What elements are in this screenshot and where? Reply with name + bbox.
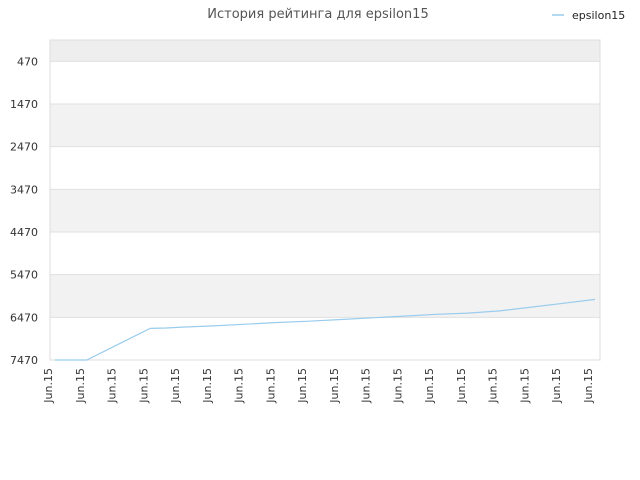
x-tick-label: Jun.15 — [582, 368, 595, 404]
x-tick-label: Jun.15 — [328, 368, 341, 404]
x-tick-label: Jun.15 — [423, 368, 436, 404]
band-top — [50, 40, 600, 62]
x-tick-label: Jun.15 — [74, 368, 87, 404]
band — [50, 317, 600, 360]
y-tick-label: 5470 — [10, 269, 38, 282]
x-tick-label: Jun.15 — [391, 368, 404, 404]
band — [50, 104, 600, 147]
x-tick-label: Jun.15 — [455, 368, 468, 404]
x-tick-label: Jun.15 — [106, 368, 119, 404]
x-tick-label: Jun.15 — [487, 368, 500, 404]
x-tick-label: Jun.15 — [360, 368, 373, 404]
y-tick-label: 2470 — [10, 141, 38, 154]
x-tick-label: Jun.15 — [42, 368, 55, 404]
chart-title: История рейтинга для epsilon15 — [207, 7, 428, 22]
band — [50, 61, 600, 104]
x-axis-ticks: Jun.15 Jun.15 Jun.15 Jun.15 Jun.15 Jun.15 Jun.… — [42, 368, 595, 404]
plot-border — [49, 39, 601, 361]
band — [50, 146, 600, 190]
y-tick-label: 6470 — [10, 311, 38, 324]
band — [50, 189, 600, 232]
x-tick-label: Jun.15 — [550, 368, 563, 404]
x-tick-label: Jun.15 — [233, 368, 246, 404]
x-tick-label: Jun.15 — [201, 368, 214, 404]
y-tick-label: 4470 — [10, 226, 38, 239]
band — [50, 232, 600, 275]
x-tick-label: Jun.15 — [264, 368, 277, 404]
y-tick-label: 7470 — [10, 354, 38, 367]
x-tick-label: Jun.15 — [169, 368, 182, 404]
y-axis-ticks: 470 1470 2470 3470 4470 5470 6470 7470 — [10, 55, 38, 367]
x-tick-label: Jun.15 — [518, 368, 531, 404]
y-tick-label: 470 — [17, 55, 38, 68]
band — [50, 274, 600, 318]
series-line-epsilon15 — [55, 298, 596, 361]
legend: epsilon15 — [552, 9, 625, 22]
legend-label: epsilon15 — [572, 9, 625, 22]
plot-background-bands — [50, 40, 600, 360]
x-tick-label: Jun.15 — [137, 368, 150, 404]
gridlines — [50, 60, 600, 361]
y-tick-label: 3470 — [10, 183, 38, 196]
y-tick-label: 1470 — [10, 98, 38, 111]
x-tick-label: Jun.15 — [296, 368, 309, 404]
